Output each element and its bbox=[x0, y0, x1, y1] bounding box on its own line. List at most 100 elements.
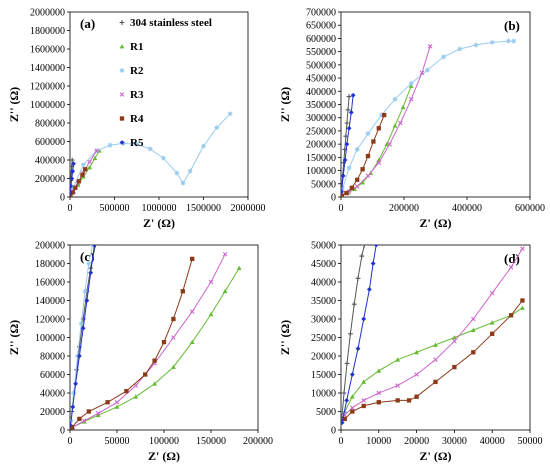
data-point-r4 bbox=[406, 398, 412, 403]
data-point-r2 bbox=[147, 146, 153, 152]
x-tick-label: 200000 bbox=[389, 203, 419, 214]
data-point-r1 bbox=[87, 165, 92, 170]
series-layer bbox=[341, 38, 517, 197]
series-layer bbox=[341, 245, 525, 425]
data-point-r3 bbox=[376, 160, 382, 165]
data-point-r2 bbox=[80, 162, 86, 168]
y-tick-label: 10000 bbox=[311, 389, 336, 400]
y-tick-label: 100000 bbox=[35, 333, 65, 344]
data-point-r5 bbox=[70, 183, 74, 189]
y-tick-label: 200000 bbox=[35, 241, 65, 252]
data-point-r3 bbox=[81, 418, 87, 424]
data-point-r5 bbox=[348, 110, 354, 115]
data-point-r5 bbox=[70, 176, 75, 181]
panel-label: (b) bbox=[504, 18, 520, 33]
y-tick-label: 800000 bbox=[35, 119, 65, 130]
data-point-304-stainless-steel bbox=[346, 94, 352, 99]
y-tick-label: 400000 bbox=[306, 87, 336, 98]
panel-a: 0 200000 400000 600000 800000 1000000 1200000 1… bbox=[7, 8, 266, 231]
data-point-r3 bbox=[489, 290, 495, 296]
y-tick-label: 600000 bbox=[306, 34, 336, 45]
data-point-r3 bbox=[470, 316, 476, 322]
y-tick-label: 40000 bbox=[311, 278, 336, 289]
y-tick-label: 200000 bbox=[35, 174, 65, 185]
data-point-r3 bbox=[427, 44, 433, 49]
data-point-r5 bbox=[355, 346, 361, 351]
x-axis-title: Z' (Ω) bbox=[148, 449, 180, 463]
y-tick-label: 250000 bbox=[306, 126, 336, 137]
data-point-r5 bbox=[88, 270, 94, 276]
series-line-r2 bbox=[71, 113, 231, 192]
legend-marker bbox=[119, 140, 125, 145]
x-tick-label: 1500000 bbox=[186, 203, 221, 214]
data-point-r4 bbox=[82, 167, 88, 172]
data-point-r5 bbox=[70, 168, 76, 174]
data-point-r4 bbox=[471, 350, 476, 355]
y-tick-label: 300000 bbox=[306, 113, 336, 124]
data-point-r4 bbox=[341, 193, 344, 197]
x-tick-label: 100000 bbox=[149, 436, 179, 447]
data-point-r3 bbox=[387, 141, 392, 147]
series-line-r4 bbox=[71, 258, 193, 428]
y-tick-label: 30000 bbox=[311, 315, 336, 326]
panel-d: 0 5000 10000 15000 20000 25000 30000 35000 40000… bbox=[278, 241, 543, 464]
data-point-r4 bbox=[161, 339, 167, 345]
legend-marker bbox=[119, 20, 125, 25]
data-point-r1 bbox=[392, 123, 398, 128]
legend-marker bbox=[119, 44, 125, 49]
data-point-r4 bbox=[490, 331, 495, 336]
x-tick-label: 50000 bbox=[105, 436, 130, 447]
data-point-r5 bbox=[342, 157, 348, 163]
data-point-304-stainless-steel bbox=[351, 301, 357, 307]
data-point-304-stainless-steel bbox=[70, 157, 75, 163]
data-point-r5 bbox=[71, 161, 76, 167]
x-tick-label: 400000 bbox=[452, 203, 482, 214]
data-point-r5 bbox=[344, 398, 350, 403]
data-point-r1 bbox=[95, 412, 101, 418]
y-tick-label: 200000 bbox=[306, 140, 336, 151]
x-tick-label: 600000 bbox=[515, 203, 545, 214]
data-point-r4 bbox=[70, 193, 73, 197]
series-line-r4 bbox=[344, 300, 523, 420]
data-point-r3 bbox=[414, 372, 419, 377]
data-point-r5 bbox=[80, 325, 86, 331]
data-point-r1 bbox=[452, 335, 457, 340]
data-point-r3 bbox=[208, 279, 214, 285]
series-line-r2 bbox=[341, 40, 514, 190]
y-tick-label: 500000 bbox=[306, 60, 336, 71]
data-point-r5 bbox=[341, 173, 346, 179]
data-point-r4 bbox=[143, 372, 148, 377]
data-point-r3 bbox=[508, 264, 514, 270]
data-point-304-stainless-steel bbox=[344, 361, 350, 366]
y-tick-label: 140000 bbox=[35, 296, 65, 307]
data-point-r4 bbox=[105, 400, 110, 405]
y-tick-label: 1400000 bbox=[30, 63, 65, 74]
data-point-r1 bbox=[470, 327, 476, 333]
data-point-r5 bbox=[77, 353, 82, 359]
data-point-r3 bbox=[189, 309, 195, 314]
data-point-r1 bbox=[189, 339, 195, 345]
data-point-r5 bbox=[366, 287, 372, 292]
x-tick-label: 2000000 bbox=[231, 203, 266, 214]
y-tick-label: 1600000 bbox=[30, 45, 65, 56]
data-point-r2 bbox=[506, 38, 511, 44]
data-point-r4 bbox=[190, 256, 195, 262]
data-point-r5 bbox=[84, 298, 90, 303]
data-point-r2 bbox=[346, 165, 352, 171]
data-point-r4 bbox=[382, 112, 387, 118]
y-tick-label: 150000 bbox=[306, 153, 336, 164]
data-point-r2 bbox=[392, 96, 398, 102]
data-point-r3 bbox=[361, 398, 366, 403]
data-point-r3 bbox=[87, 159, 92, 165]
data-point-r4 bbox=[70, 190, 75, 195]
y-tick-label: 45000 bbox=[311, 259, 336, 270]
data-point-r4 bbox=[171, 316, 176, 322]
x-tick-label: 0 bbox=[339, 203, 344, 214]
data-point-r5 bbox=[361, 316, 367, 322]
data-point-r4 bbox=[350, 409, 355, 414]
data-point-r2 bbox=[425, 67, 430, 73]
data-point-r4 bbox=[180, 289, 185, 294]
data-point-r3 bbox=[114, 399, 120, 405]
panel-label: (a) bbox=[80, 16, 95, 31]
data-point-r4 bbox=[77, 416, 82, 422]
